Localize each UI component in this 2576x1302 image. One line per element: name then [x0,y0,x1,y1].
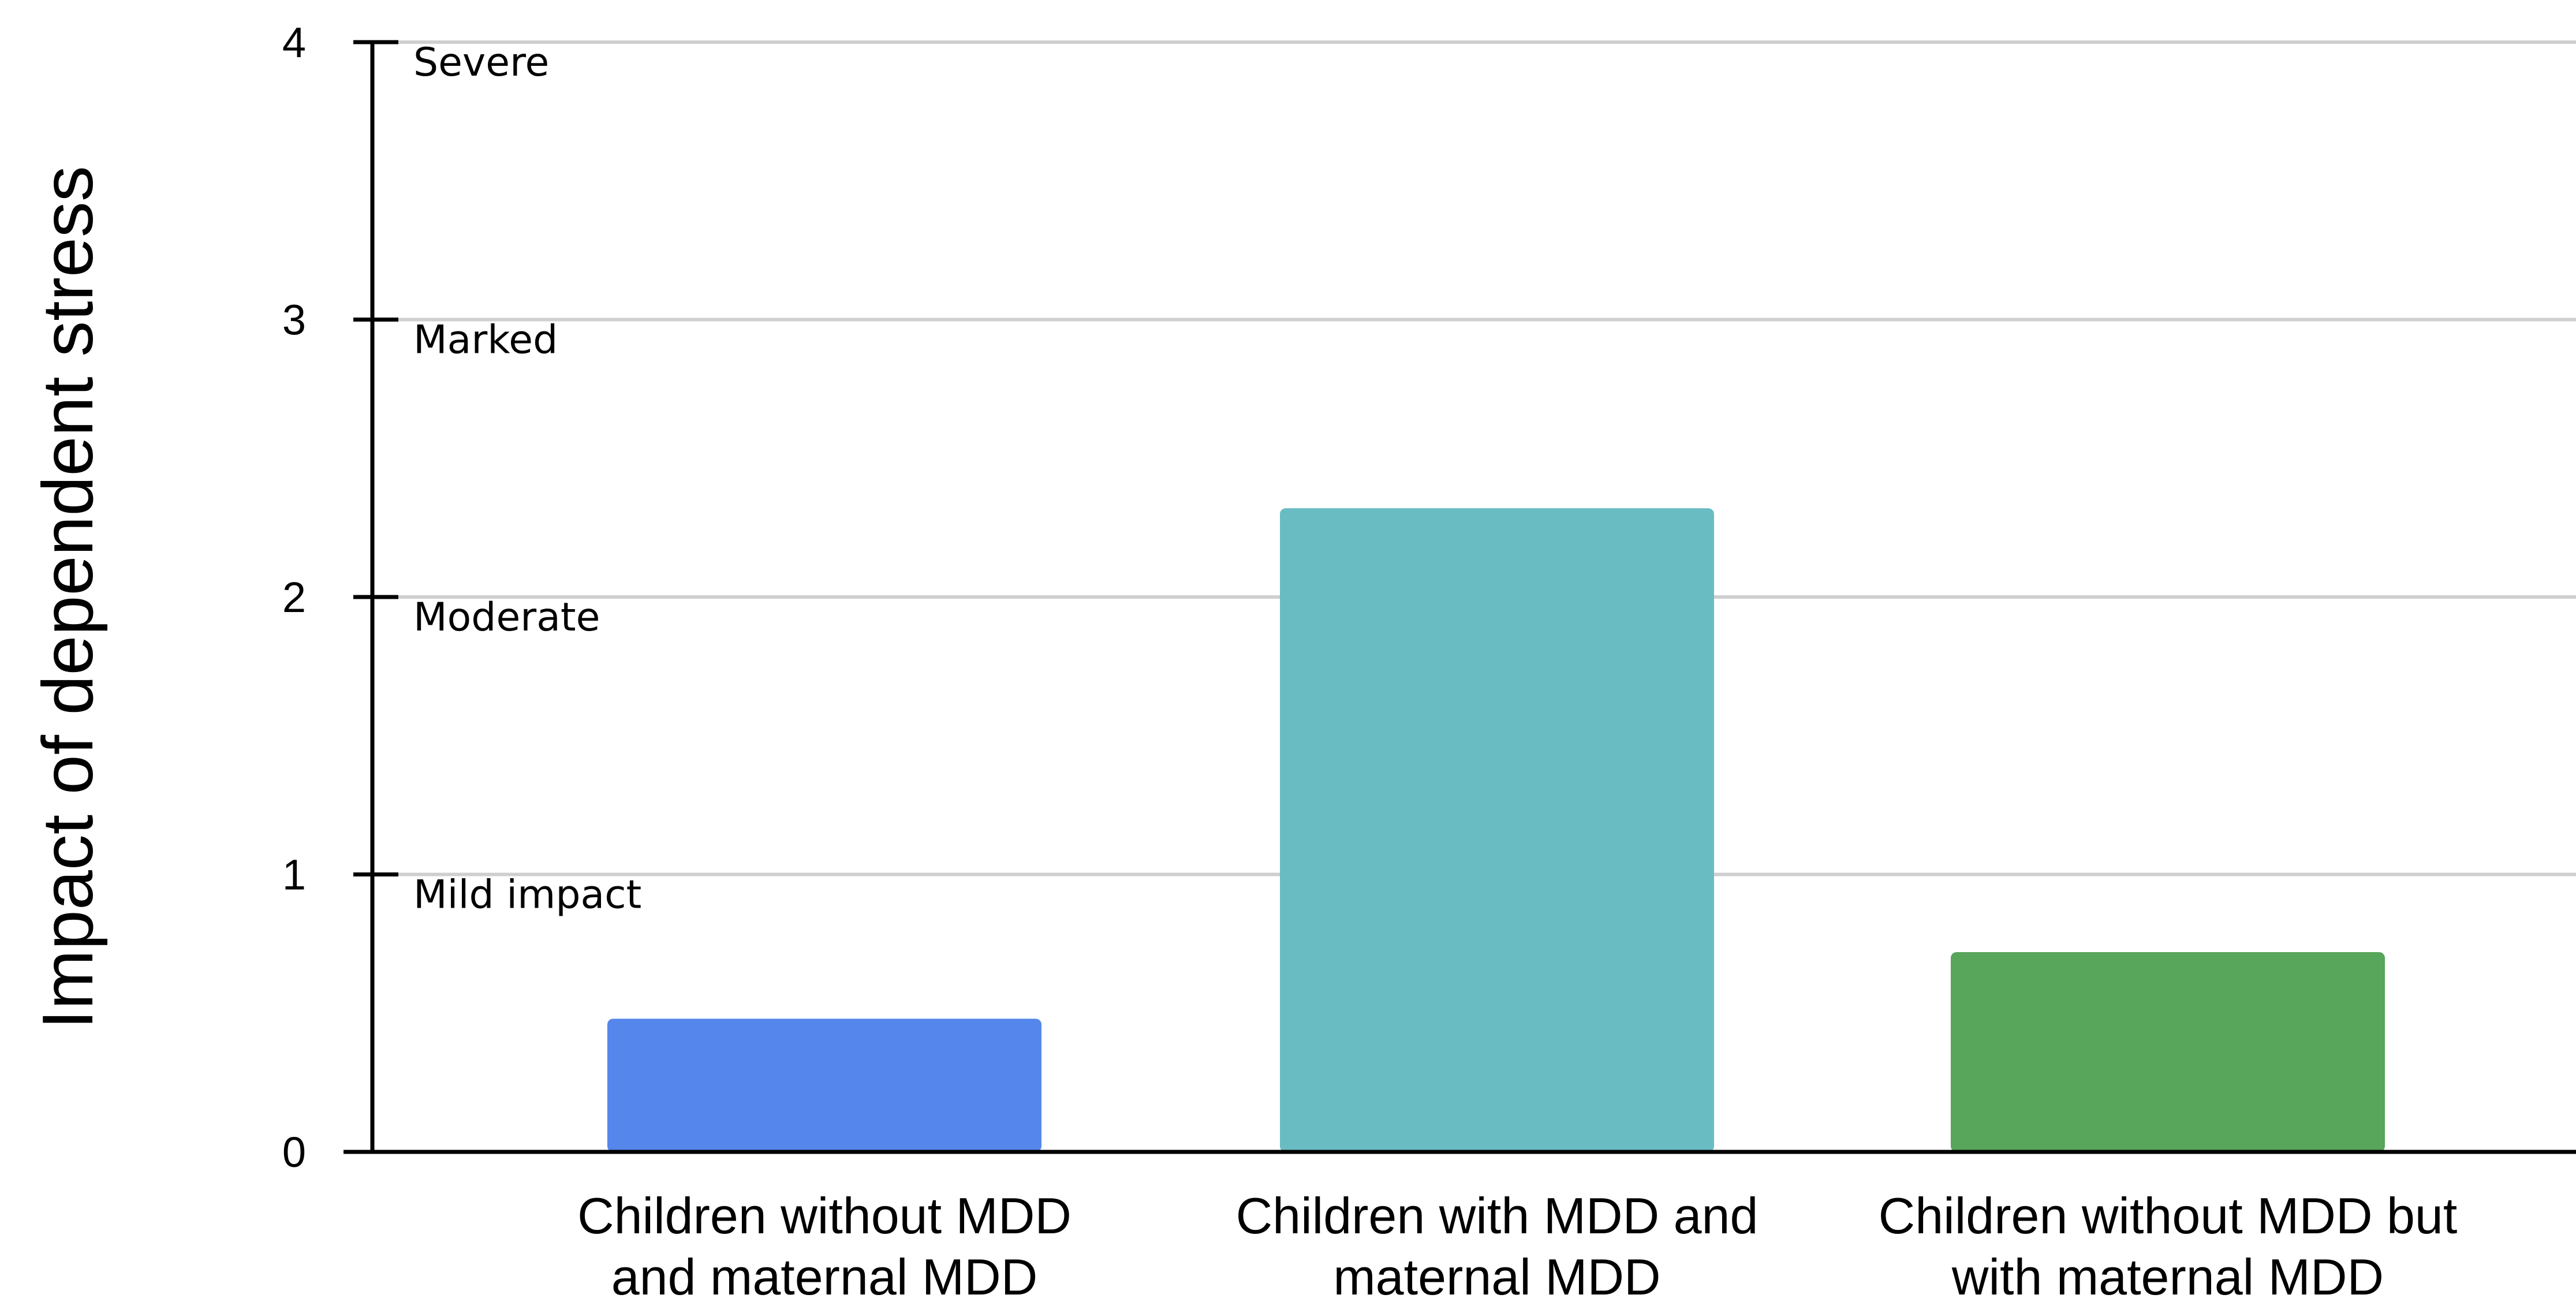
level-label: Severe [413,40,549,85]
y-tick-label: 2 [282,573,306,621]
level-labels: Mild impact Moderate Marked Severe [413,40,641,918]
bar [1280,508,1714,1152]
bar [1951,952,2385,1152]
y-axis-title: Impact of dependent stress [28,166,108,1029]
y-tick-label: 1 [282,851,306,899]
category-label: and maternal MDD [611,1248,1038,1302]
category-label: maternal MDD [1333,1248,1660,1302]
category-label: Children without MDD but [1879,1187,2458,1244]
y-tick-label: 4 [282,18,306,66]
category-label: Children with MDD and [1236,1187,1759,1244]
y-tick-label: 0 [282,1128,306,1176]
level-label: Mild impact [413,872,641,918]
category-label: Children without MDD [577,1187,1072,1244]
bars [607,508,2385,1152]
y-tick-label: 3 [282,296,306,344]
category-label: with maternal MDD [1951,1248,2384,1302]
level-label: Marked [413,318,558,363]
bar [607,1019,1041,1152]
y-ticks: 0 1 2 3 4 [282,18,398,1176]
level-label: Moderate [413,595,600,640]
